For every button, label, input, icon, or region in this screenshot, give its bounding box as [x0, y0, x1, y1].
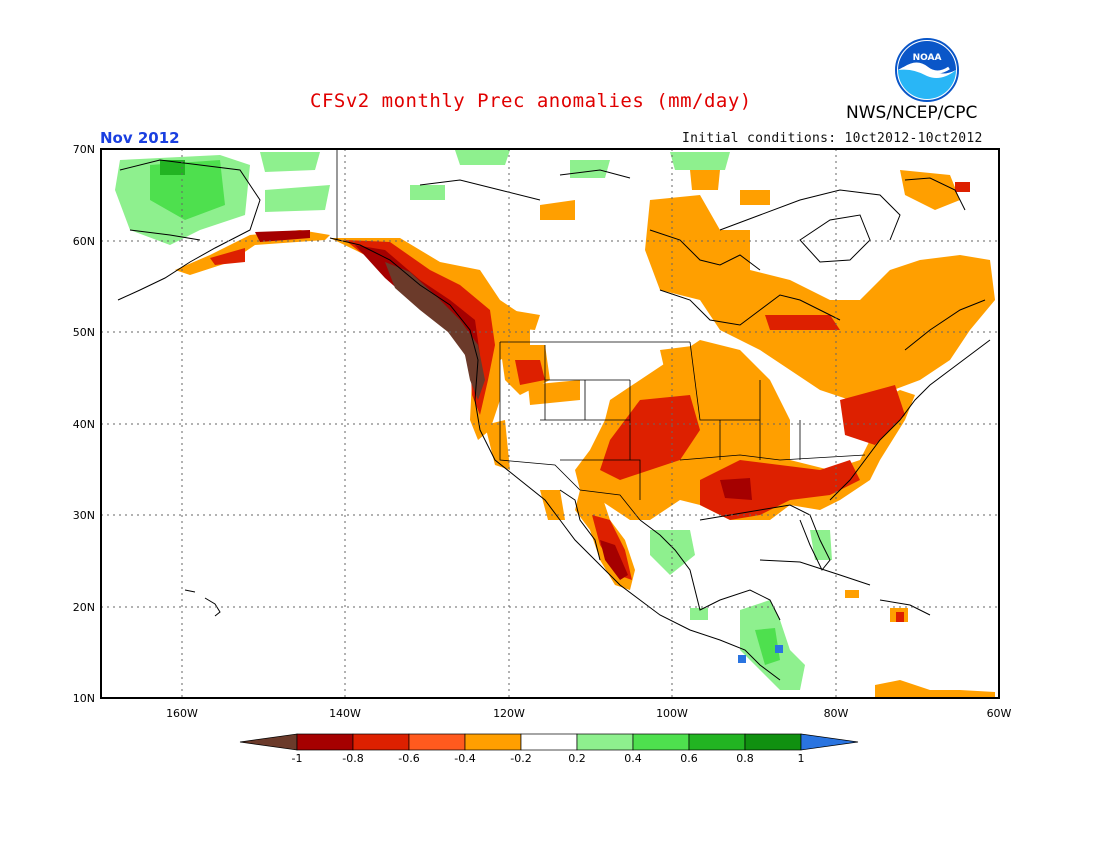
legend-label: 0.6	[680, 752, 698, 765]
grid-lines	[101, 149, 999, 698]
map-title: CFSv2 monthly Prec anomalies (mm/day)	[310, 90, 752, 112]
noaa-logo-icon: NOAA	[895, 38, 959, 102]
legend-swatch	[744, 733, 802, 751]
initial-conditions: Initial conditions: 10ct2012-10ct2012	[682, 131, 983, 146]
lat-label: 50N	[73, 326, 95, 339]
agency-label: NWS/NCEP/CPC	[846, 103, 978, 123]
color-legend: -1 -0.8 -0.6 -0.4 -0.2 0.2 0.4 0.6 0.8 1	[239, 733, 859, 765]
lat-label: 10N	[73, 692, 95, 705]
legend-label: -1	[292, 752, 303, 765]
legend-label: 0.8	[736, 752, 754, 765]
political-boundaries	[336, 149, 866, 521]
lon-label: 60W	[987, 707, 1012, 720]
legend-swatch	[239, 733, 298, 751]
legend-swatch	[296, 733, 354, 751]
map-frame	[100, 148, 1000, 699]
legend-swatch	[520, 733, 578, 751]
lon-label: 140W	[329, 707, 361, 720]
lat-label: 60N	[73, 235, 95, 248]
legend-swatch	[576, 733, 634, 751]
lat-label: 20N	[73, 601, 95, 614]
legend-label: -0.6	[398, 752, 419, 765]
lat-label: 30N	[73, 509, 95, 522]
anomaly-shading	[115, 150, 995, 698]
latitude-labels: 70N 60N 50N 40N 30N 20N 10N	[73, 143, 95, 705]
noaa-logo-text: NOAA	[913, 53, 942, 63]
lon-label: 160W	[166, 707, 198, 720]
legend-label: 0.4	[624, 752, 642, 765]
legend-swatch	[408, 733, 466, 751]
legend-swatch	[352, 733, 410, 751]
lat-label: 40N	[73, 418, 95, 431]
legend-label: 1	[798, 752, 805, 765]
legend-swatch	[800, 733, 859, 751]
legend-swatch	[688, 733, 746, 751]
coastlines	[117, 159, 991, 681]
legend-swatch	[632, 733, 690, 751]
forecast-month: Nov 2012	[100, 129, 180, 147]
legend-label: -0.2	[510, 752, 531, 765]
legend-swatch	[464, 733, 522, 751]
lon-label: 120W	[493, 707, 525, 720]
legend-label: -0.4	[454, 752, 475, 765]
legend-label: 0.2	[568, 752, 586, 765]
lat-label: 70N	[73, 143, 95, 156]
longitude-labels: 160W 140W 120W 100W 80W 60W	[166, 707, 1011, 720]
legend-label: -0.8	[342, 752, 363, 765]
lon-label: 80W	[824, 707, 849, 720]
lon-label: 100W	[656, 707, 688, 720]
